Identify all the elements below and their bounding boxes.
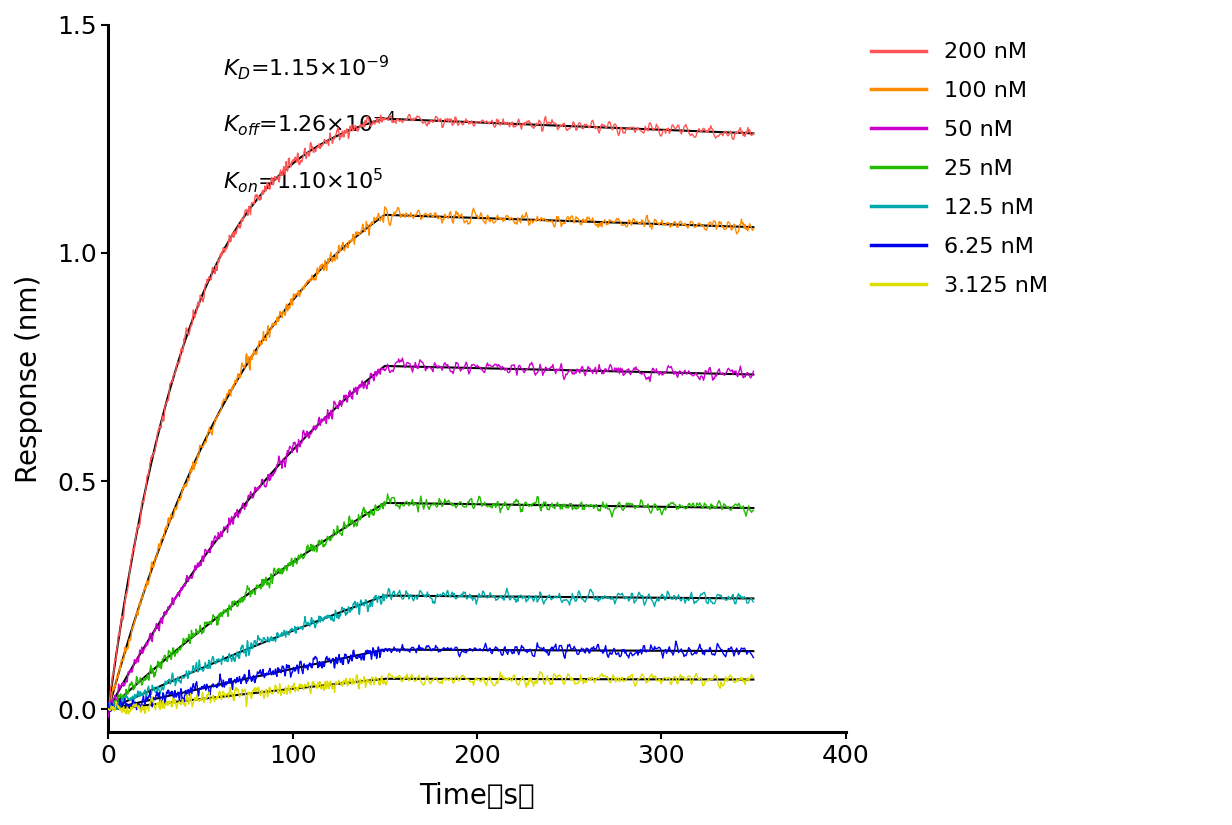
6.25 nM [669, 636, 684, 646]
Text: $K_{on}$=1.10×10$^{5}$: $K_{on}$=1.10×10$^{5}$ [223, 166, 383, 195]
200 nM [370, 113, 384, 123]
3.125 nM [532, 667, 547, 676]
50 nM [747, 366, 761, 376]
3.125 nM [565, 676, 580, 686]
6.25 nM [565, 644, 580, 653]
12.5 nM [370, 597, 384, 607]
25 nM [469, 499, 484, 509]
6.25 nM [139, 692, 154, 702]
X-axis label: Time（s）: Time（s） [419, 782, 535, 810]
200 nM [101, 705, 116, 714]
50 nM [370, 366, 384, 376]
Line: 12.5 nM: 12.5 nM [108, 588, 754, 711]
12.5 nM [468, 594, 483, 604]
6.25 nM [674, 644, 689, 654]
6.25 nM [370, 648, 384, 658]
25 nM [105, 705, 120, 715]
6.25 nM [101, 698, 116, 708]
3.125 nM [468, 673, 483, 683]
100 nM [565, 215, 580, 225]
50 nM [673, 366, 687, 376]
200 nM [402, 110, 416, 120]
12.5 nM [565, 593, 580, 603]
6.25 nM [747, 653, 761, 662]
50 nM [101, 712, 116, 722]
Y-axis label: Response (nm): Response (nm) [15, 274, 43, 483]
100 nM [674, 217, 689, 227]
Line: 100 nM: 100 nM [108, 207, 754, 708]
100 nM [747, 224, 761, 233]
100 nM [101, 701, 116, 711]
100 nM [370, 212, 384, 222]
200 nM [673, 126, 687, 136]
25 nM [370, 505, 384, 515]
3.125 nM [674, 672, 689, 682]
50 nM [650, 367, 665, 377]
50 nM [468, 361, 483, 371]
25 nM [565, 503, 580, 513]
3.125 nM [652, 674, 667, 684]
50 nM [565, 369, 580, 379]
Legend: 200 nM, 100 nM, 50 nM, 25 nM, 12.5 nM, 6.25 nM, 3.125 nM: 200 nM, 100 nM, 50 nM, 25 nM, 12.5 nM, 6… [864, 35, 1055, 302]
50 nM [139, 638, 154, 648]
100 nM [469, 211, 484, 221]
12.5 nM [139, 691, 154, 700]
12.5 nM [652, 596, 667, 606]
3.125 nM [101, 704, 116, 714]
25 nM [101, 702, 116, 712]
6.25 nM [102, 707, 117, 717]
200 nM [468, 118, 483, 128]
200 nM [650, 122, 665, 132]
3.125 nM [139, 703, 154, 713]
12.5 nM [101, 704, 116, 714]
200 nM [747, 129, 761, 139]
3.125 nM [747, 672, 761, 682]
6.25 nM [650, 643, 665, 653]
Text: $K_{off}$=1.26×10$^{-4}$: $K_{off}$=1.26×10$^{-4}$ [223, 110, 397, 139]
12.5 nM [747, 597, 761, 607]
200 nM [139, 480, 154, 490]
Line: 3.125 nM: 3.125 nM [108, 672, 754, 714]
100 nM [377, 202, 392, 212]
100 nM [103, 703, 118, 713]
25 nM [652, 503, 667, 513]
Line: 6.25 nM: 6.25 nM [108, 641, 754, 712]
12.5 nM [499, 583, 514, 593]
200 nM [565, 120, 580, 130]
100 nM [139, 576, 154, 586]
25 nM [747, 506, 761, 516]
25 nM [674, 502, 689, 512]
12.5 nM [674, 596, 689, 606]
50 nM [395, 353, 410, 363]
Text: $K_D$=1.15×10$^{-9}$: $K_D$=1.15×10$^{-9}$ [223, 53, 389, 82]
12.5 nM [103, 706, 118, 716]
25 nM [381, 489, 395, 499]
100 nM [652, 220, 667, 230]
6.25 nM [468, 644, 483, 653]
3.125 nM [370, 674, 384, 684]
Line: 50 nM: 50 nM [108, 358, 754, 717]
25 nM [139, 672, 154, 681]
3.125 nM [120, 709, 134, 719]
Line: 25 nM: 25 nM [108, 494, 754, 710]
Line: 200 nM: 200 nM [108, 115, 754, 710]
